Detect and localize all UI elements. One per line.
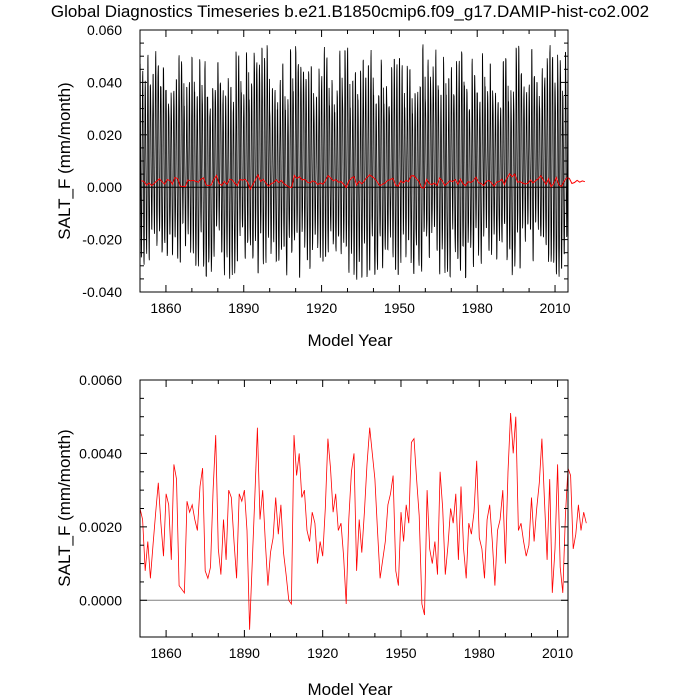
annual-x-tick-label: 1890 [229,645,260,661]
annual-panel: 1860 1890 1920 1950 1980 2010 0.0000 0.0020 0.00… [55,372,587,699]
annual-axis-ticks: 1860 1890 1920 1950 1980 2010 0.0000 0.0020 0.00… [79,372,573,661]
annual-x-tick-label: 1950 [385,645,416,661]
annual-x-tick-label: 1980 [464,645,495,661]
monthly-y-tick-label: 0.020 [87,127,122,143]
figure-title: Global Diagnostics Timeseries b.e21.B185… [51,2,649,21]
annual-series-layer [139,412,587,630]
monthly-y-tick-label: 0.040 [87,74,122,90]
annual-overlay-line [141,172,586,191]
annual-y-tick-label: 0.0060 [79,372,122,388]
annual-x-axis-title: Model Year [307,680,392,699]
monthly-panel: 1860 1890 1920 1950 1980 2010 -0.040 -0.020 0.00… [55,22,586,350]
monthly-x-tick-label: 1860 [150,300,181,316]
annual-y-tick-label: 0.0040 [79,445,122,461]
annual-y-tick-label: 0.0000 [79,592,122,608]
monthly-axis-ticks: 1860 1890 1920 1950 1980 2010 -0.040 -0.020 0.00… [82,22,571,316]
annual-series-line [139,412,587,630]
monthly-x-tick-label: 1920 [306,300,337,316]
monthly-y-tick-label: -0.040 [82,284,122,300]
monthly-series-layer [139,44,569,280]
annual-y-axis-title: SALT_F (mm/month) [55,429,74,586]
annual-x-tick-label: 2010 [542,645,573,661]
monthly-y-axis-title: SALT_F (mm/month) [55,82,74,239]
monthly-x-tick-label: 1950 [384,300,415,316]
monthly-x-tick-label: 1890 [228,300,259,316]
annual-x-tick-label: 1920 [307,645,338,661]
annual-overlay-layer [141,172,586,191]
monthly-y-tick-label: 0.000 [87,179,122,195]
annual-x-tick-label: 1860 [151,645,182,661]
monthly-series-line [139,44,569,280]
monthly-x-tick-label: 1980 [462,300,493,316]
monthly-x-tick-label: 2010 [539,300,570,316]
monthly-x-axis-title: Model Year [307,331,392,350]
annual-y-tick-label: 0.0020 [79,519,122,535]
monthly-y-tick-label: 0.060 [87,22,122,38]
monthly-y-tick-label: -0.020 [82,232,122,248]
